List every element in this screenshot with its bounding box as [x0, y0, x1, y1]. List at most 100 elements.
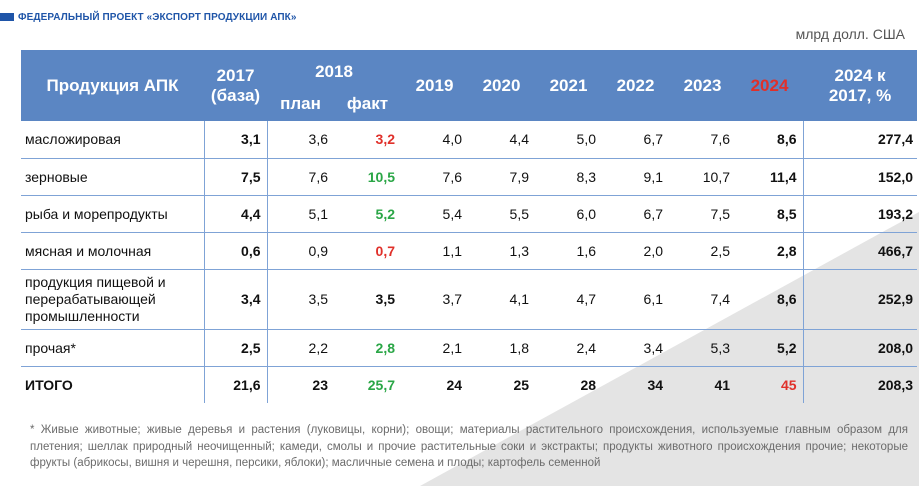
cell-2017: 3,1 [204, 121, 268, 159]
cell-2022: 6,1 [602, 269, 670, 330]
cell-2021: 6,0 [535, 195, 603, 233]
page-header: ФЕДЕРАЛЬНЫЙ ПРОЕКТ «ЭКСПОРТ ПРОДУКЦИИ АП… [0, 11, 297, 23]
cell-2024-total: 45 [780, 376, 797, 393]
cell-2020-total: 25 [513, 376, 530, 393]
cell-2019: 3,7 [401, 269, 469, 330]
header-2017-base: (база) [210, 85, 261, 105]
header-ratio: 2024 к 2017, % [803, 50, 918, 121]
cell-2023: 7,4 [669, 269, 737, 330]
row-name: мясная и молочная [21, 232, 205, 270]
cell-2022-total: 34 [647, 376, 664, 393]
cell-2024: 11,4 [736, 158, 804, 196]
row-name: рыба и морепродукты [21, 195, 205, 233]
cell-2021: 2,4 [535, 329, 603, 367]
cell-2022: 2,0 [602, 232, 670, 270]
cell-2018-fact-total: 25,7 [367, 376, 396, 393]
cell-2020: 1,3 [468, 232, 536, 270]
cell-2021-total: 28 [580, 376, 597, 393]
cell-2018-plan: 2,2 [267, 329, 334, 367]
cell-2023-total: 41 [714, 376, 731, 393]
export-table: Продукция АПК 2017 (база) 2018 2019 2020… [21, 50, 918, 403]
cell-2018-fact: 2,8 [334, 329, 402, 367]
cell-ratio: 252,9 [802, 269, 918, 330]
cell-2019: 4,0 [401, 121, 469, 159]
cell-2018-plan: 3,5 [267, 269, 334, 330]
cell-2019: 1,1 [401, 232, 469, 270]
cell-2018-plan: 0,9 [267, 232, 334, 270]
header-2018-fact: факт [334, 86, 402, 121]
cell-2020: 5,5 [468, 195, 536, 233]
cell-2018-fact: 0,7 [334, 232, 402, 270]
cell-2018-plan: 3,6 [267, 121, 334, 159]
cell-2020: 4,4 [468, 121, 536, 159]
header-2019: 2019 [401, 50, 469, 121]
cell-2022: 6,7 [602, 121, 670, 159]
header-product: Продукция АПК [21, 50, 204, 121]
row-name: продукция пищевой и перерабатывающей про… [21, 269, 205, 330]
table-row: зерновые 7,5 7,6 10,5 7,6 7,9 8,3 9,1 10… [21, 158, 918, 196]
header-marker [0, 13, 14, 21]
cell-2022: 9,1 [602, 158, 670, 196]
header-2018-plan: план [267, 86, 334, 121]
header-ratio-line2: 2017, % [828, 85, 892, 105]
table-row: рыба и морепродукты 4,4 5,1 5,2 5,4 5,5 … [21, 195, 918, 233]
cell-2023: 7,6 [669, 121, 737, 159]
footnote: * Живые животные; живые деревья и растен… [30, 424, 908, 469]
cell-2019: 7,6 [401, 158, 469, 196]
cell-2023: 2,5 [669, 232, 737, 270]
cell-2018-fact: 5,2 [334, 195, 402, 233]
cell-2017-total: 21,6 [204, 366, 268, 403]
cell-2019-total: 24 [446, 376, 463, 393]
cell-2022: 3,4 [602, 329, 670, 367]
header-2020: 2020 [468, 50, 536, 121]
table-row: прочая* 2,5 2,2 2,8 2,1 1,8 2,4 3,4 5,3 … [21, 329, 918, 367]
unit-label: млрд долл. США [795, 26, 905, 42]
table-body: масложировая 3,1 3,6 3,2 4,0 4,4 5,0 6,7… [21, 121, 918, 403]
header-2024: 2024 [736, 50, 804, 121]
cell-2024: 8,6 [736, 121, 804, 159]
header-2023: 2023 [669, 50, 737, 121]
cell-2023: 5,3 [669, 329, 737, 367]
cell-ratio: 466,7 [802, 232, 918, 270]
table-row: масложировая 3,1 3,6 3,2 4,0 4,4 5,0 6,7… [21, 121, 918, 159]
cell-2018-fact: 10,5 [334, 158, 402, 196]
cell-2017: 7,5 [204, 158, 268, 196]
cell-2018-plan-total: 23 [312, 376, 328, 393]
header-2017: 2017 (база) [204, 50, 267, 121]
cell-2020: 7,9 [468, 158, 536, 196]
header-2018: 2018 [267, 50, 402, 86]
header-ratio-line1: 2024 к [834, 65, 886, 85]
cell-2017: 3,4 [204, 269, 268, 330]
cell-2018-fact: 3,2 [334, 121, 402, 159]
table-row: продукция пищевой и перерабатывающей про… [21, 269, 918, 330]
cell-2019: 5,4 [401, 195, 469, 233]
cell-ratio: 193,2 [802, 195, 918, 233]
cell-2021: 4,7 [535, 269, 603, 330]
row-name: прочая* [21, 329, 205, 367]
cell-2018-fact: 3,5 [334, 269, 402, 330]
header-2022: 2022 [602, 50, 670, 121]
cell-2018-plan: 7,6 [267, 158, 334, 196]
row-name: масложировая [21, 121, 205, 159]
cell-2023: 7,5 [669, 195, 737, 233]
table-row-total: ИТОГО 21,6 23 25,7 24 25 28 34 41 45 208… [21, 366, 918, 403]
cell-2024: 8,5 [736, 195, 804, 233]
cell-2017: 2,5 [204, 329, 268, 367]
cell-ratio-total: 208,3 [802, 366, 918, 403]
cell-ratio: 277,4 [802, 121, 918, 159]
cell-2021: 8,3 [535, 158, 603, 196]
cell-2017: 0,6 [204, 232, 268, 270]
cell-ratio: 152,0 [802, 158, 918, 196]
cell-2021: 5,0 [535, 121, 603, 159]
cell-2020: 1,8 [468, 329, 536, 367]
cell-2018-plan: 5,1 [267, 195, 334, 233]
cell-2017: 4,4 [204, 195, 268, 233]
cell-2019: 2,1 [401, 329, 469, 367]
header-2017-year: 2017 [216, 65, 255, 85]
cell-2024: 2,8 [736, 232, 804, 270]
table-row: мясная и молочная 0,6 0,9 0,7 1,1 1,3 1,… [21, 232, 918, 270]
cell-2022: 6,7 [602, 195, 670, 233]
cell-ratio: 208,0 [802, 329, 918, 367]
page-title: ФЕДЕРАЛЬНЫЙ ПРОЕКТ «ЭКСПОРТ ПРОДУКЦИИ АП… [18, 11, 297, 23]
cell-2023: 10,7 [669, 158, 737, 196]
